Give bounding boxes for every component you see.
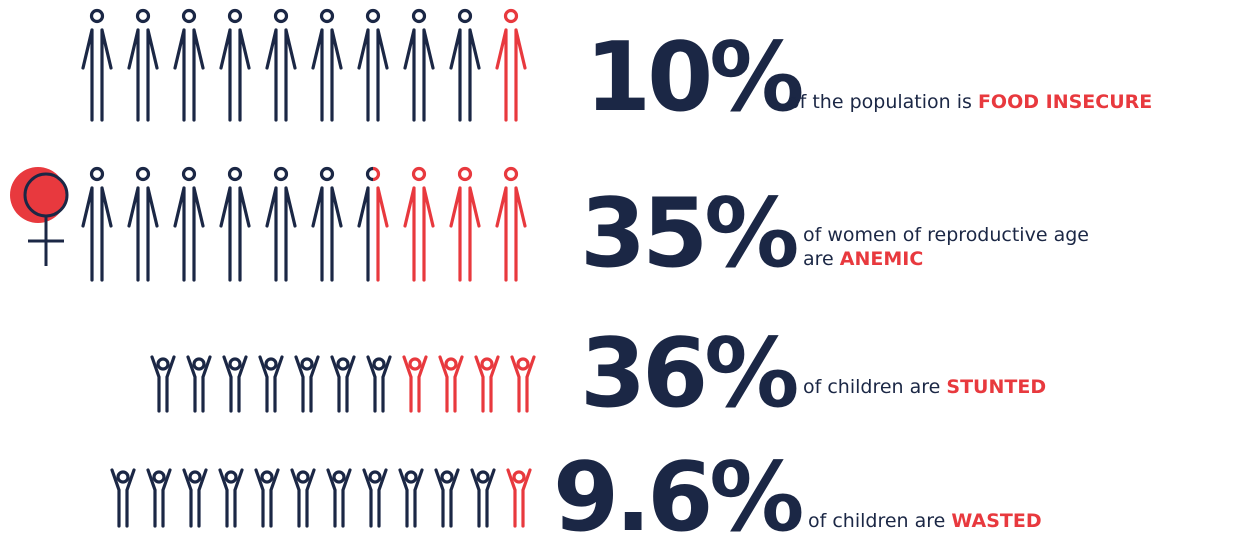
description-text: of the population is [788, 91, 972, 113]
person-icon [442, 158, 488, 290]
stat-description: are ANEMIC [803, 248, 923, 270]
person-icon [258, 355, 284, 413]
person-icon [362, 468, 388, 528]
stat-description: of women of reproductive age [803, 224, 1089, 246]
stat-value: 10% [585, 23, 802, 133]
person-icon [265, 166, 297, 282]
person-icon [182, 468, 208, 528]
highlight-text: ANEMIC [840, 248, 924, 270]
person-icon [311, 166, 343, 282]
stat-value: 35% [580, 179, 797, 289]
description-text: of women of reproductive age [803, 224, 1089, 246]
person-icon [219, 166, 251, 282]
person-icon [505, 345, 541, 421]
female-symbol [10, 167, 69, 266]
person-icon [110, 468, 136, 528]
description-text: of children are [803, 376, 940, 398]
person-icon [290, 468, 316, 528]
person-icon [470, 458, 501, 536]
stat-value: 9.6% [553, 443, 802, 545]
pictogram [81, 158, 534, 290]
person-icon [469, 345, 505, 421]
pictogram [110, 458, 537, 536]
person-icon [254, 468, 280, 528]
person-icon [357, 8, 389, 122]
person-icon [219, 8, 251, 122]
person-icon [173, 8, 205, 122]
person-icon [222, 355, 248, 413]
person-icon [186, 355, 212, 413]
person-icon [488, 158, 534, 290]
person-icon [449, 8, 481, 122]
person-icon [218, 468, 244, 528]
person-icon [146, 468, 172, 528]
stat-value: 36% [580, 319, 797, 429]
person-icon [434, 468, 460, 528]
pictogram [150, 345, 541, 421]
person-icon [357, 158, 396, 290]
highlight-text: WASTED [951, 510, 1041, 532]
pictogram [81, 0, 534, 130]
stat-description: of children are WASTED [808, 510, 1042, 532]
person-icon [398, 468, 424, 528]
person-icon [330, 355, 356, 413]
person-icon [173, 166, 205, 282]
description-text: of children are [808, 510, 945, 532]
person-icon [488, 0, 534, 130]
person-icon [398, 345, 433, 421]
person-icon [403, 8, 435, 122]
person-icon [127, 8, 159, 122]
person-icon [294, 355, 320, 413]
person-icon [81, 166, 113, 282]
person-icon [81, 8, 113, 122]
stat-description: of children are STUNTED [803, 376, 1046, 398]
person-icon [311, 8, 343, 122]
highlight-text: STUNTED [946, 376, 1046, 398]
person-icon [433, 345, 469, 421]
person-icon [396, 158, 442, 290]
person-icon [501, 458, 537, 536]
person-icon [127, 166, 159, 282]
person-icon [326, 468, 352, 528]
stat-description: of the population is FOOD INSECURE [788, 91, 1152, 113]
person-icon [265, 8, 297, 122]
person-icon [366, 355, 392, 413]
description-text: are [803, 248, 834, 270]
person-icon [150, 355, 176, 413]
highlight-text: FOOD INSECURE [978, 91, 1152, 113]
